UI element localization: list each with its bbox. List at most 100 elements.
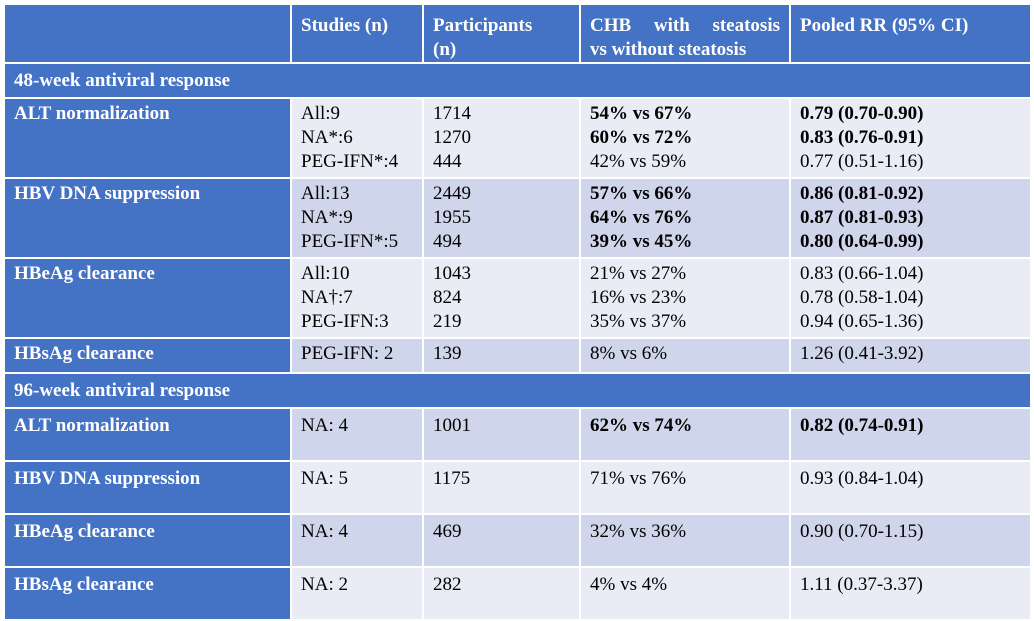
comparison-cell: 57% vs 66% 64% vs 76% 39% vs 45%	[579, 177, 791, 259]
comparison-cell: 21% vs 27% 16% vs 23% 35% vs 37%	[579, 257, 791, 339]
cell-value: 1955	[433, 207, 471, 228]
table-row: HBV DNA suppression All:13 NA*:9 PEG-IFN…	[3, 177, 1032, 259]
cell-value: PEG-IFN*:5	[301, 231, 399, 252]
header-participants-line2: (n)	[433, 39, 457, 60]
rr-cell: 0.83 (0.66-1.04) 0.78 (0.58-1.04) 0.94 (…	[789, 257, 1032, 339]
cell-value: 2449	[433, 183, 471, 204]
header-row: Studies (n) Participants (n) CHB with st…	[3, 3, 1032, 64]
cell-value: 0.86 (0.81-0.92)	[800, 183, 924, 204]
studies-cell: NA: 4	[290, 407, 424, 462]
cell-value: 21% vs 27%	[590, 263, 687, 284]
cell-value: 0.82 (0.74-0.91)	[800, 415, 924, 436]
header-chb-line2: vs without steatosis	[590, 39, 747, 60]
cell-value: NA*:6	[301, 127, 353, 148]
rr-cell: 1.26 (0.41-3.92)	[789, 337, 1032, 374]
section-header-row: 96-week antiviral response	[3, 372, 1032, 409]
studies-cell: All:10 NA†:7 PEG-IFN:3	[290, 257, 424, 339]
table-row: HBeAg clearance NA: 4 469 32% vs 36% 0.9…	[3, 513, 1032, 568]
table-row: ALT normalization NA: 4 1001 62% vs 74% …	[3, 407, 1032, 462]
cell-value: 139	[433, 343, 462, 364]
row-label: HBeAg clearance	[3, 257, 292, 339]
participants-cell: 1001	[422, 407, 581, 462]
participants-cell: 282	[422, 566, 581, 621]
table-row: HBsAg clearance PEG-IFN: 2 139 8% vs 6% …	[3, 337, 1032, 374]
cell-value: NA: 2	[301, 574, 348, 595]
header-chb-comparison: CHB with steatosis vs without steatosis	[579, 3, 791, 64]
cell-value: 1.11 (0.37-3.37)	[800, 574, 923, 595]
row-label: HBV DNA suppression	[3, 460, 292, 515]
header-studies: Studies (n)	[290, 3, 424, 64]
header-pooled-rr: Pooled RR (95% CI)	[789, 3, 1032, 64]
cell-value: 282	[433, 574, 462, 595]
cell-value: 219	[433, 311, 462, 332]
cell-value: 8% vs 6%	[590, 343, 668, 364]
rr-cell: 1.11 (0.37-3.37)	[789, 566, 1032, 621]
header-participants: Participants (n)	[422, 3, 581, 64]
rr-cell: 0.79 (0.70-0.90) 0.83 (0.76-0.91) 0.77 (…	[789, 97, 1032, 179]
cell-value: 0.80 (0.64-0.99)	[800, 231, 924, 252]
cell-value: NA†:7	[301, 287, 353, 308]
cell-value: 1270	[433, 127, 471, 148]
antiviral-response-table: Studies (n) Participants (n) CHB with st…	[3, 3, 1032, 621]
header-blank	[3, 3, 292, 64]
row-label: HBeAg clearance	[3, 513, 292, 568]
cell-value: NA*:9	[301, 207, 353, 228]
row-label: HBsAg clearance	[3, 337, 292, 374]
cell-value: NA: 4	[301, 415, 348, 436]
participants-cell: 469	[422, 513, 581, 568]
comparison-cell: 54% vs 67% 60% vs 72% 42% vs 59%	[579, 97, 791, 179]
cell-value: NA: 5	[301, 468, 348, 489]
header-chb-line1: CHB with steatosis	[590, 15, 780, 36]
row-label: HBsAg clearance	[3, 566, 292, 621]
cell-value: 64% vs 76%	[590, 207, 693, 228]
cell-value: All:9	[301, 103, 341, 124]
cell-value: 0.77 (0.51-1.16)	[800, 151, 924, 172]
cell-value: 1714	[433, 103, 471, 124]
cell-value: 42% vs 59%	[590, 151, 687, 172]
row-label: ALT normalization	[3, 407, 292, 462]
cell-value: 494	[433, 231, 462, 252]
cell-value: 0.94 (0.65-1.36)	[800, 311, 924, 332]
cell-value: PEG-IFN: 2	[301, 343, 394, 364]
cell-value: 824	[433, 287, 462, 308]
rr-cell: 0.90 (0.70-1.15)	[789, 513, 1032, 568]
cell-value: 1001	[433, 415, 471, 436]
studies-cell: PEG-IFN: 2	[290, 337, 424, 374]
cell-value: 32% vs 36%	[590, 521, 687, 542]
row-label: ALT normalization	[3, 97, 292, 179]
participants-cell: 139	[422, 337, 581, 374]
cell-value: 444	[433, 151, 462, 172]
cell-value: 0.79 (0.70-0.90)	[800, 103, 924, 124]
row-label: HBV DNA suppression	[3, 177, 292, 259]
cell-value: PEG-IFN:3	[301, 311, 389, 332]
results-table-container: Studies (n) Participants (n) CHB with st…	[3, 3, 1032, 621]
cell-value: 1043	[433, 263, 471, 284]
comparison-cell: 4% vs 4%	[579, 566, 791, 621]
rr-cell: 0.82 (0.74-0.91)	[789, 407, 1032, 462]
cell-value: 0.83 (0.76-0.91)	[800, 127, 924, 148]
table-row: HBV DNA suppression NA: 5 1175 71% vs 76…	[3, 460, 1032, 515]
comparison-cell: 32% vs 36%	[579, 513, 791, 568]
cell-value: 0.87 (0.81-0.93)	[800, 207, 924, 228]
cell-value: 35% vs 37%	[590, 311, 687, 332]
cell-value: PEG-IFN*:4	[301, 151, 399, 172]
studies-cell: NA: 2	[290, 566, 424, 621]
section-title: 48-week antiviral response	[3, 62, 1032, 99]
table-row: ALT normalization All:9 NA*:6 PEG-IFN*:4…	[3, 97, 1032, 179]
studies-cell: All:13 NA*:9 PEG-IFN*:5	[290, 177, 424, 259]
participants-cell: 1175	[422, 460, 581, 515]
header-participants-line1: Participants	[433, 15, 533, 36]
cell-value: NA: 4	[301, 521, 348, 542]
cell-value: 54% vs 67%	[590, 103, 693, 124]
table-row: HBsAg clearance NA: 2 282 4% vs 4% 1.11 …	[3, 566, 1032, 621]
table-row: HBeAg clearance All:10 NA†:7 PEG-IFN:3 1…	[3, 257, 1032, 339]
cell-value: 16% vs 23%	[590, 287, 687, 308]
cell-value: 60% vs 72%	[590, 127, 693, 148]
rr-cell: 0.93 (0.84-1.04)	[789, 460, 1032, 515]
studies-cell: NA: 4	[290, 513, 424, 568]
cell-value: 469	[433, 521, 462, 542]
rr-cell: 0.86 (0.81-0.92) 0.87 (0.81-0.93) 0.80 (…	[789, 177, 1032, 259]
cell-value: All:10	[301, 263, 350, 284]
comparison-cell: 62% vs 74%	[579, 407, 791, 462]
cell-value: 71% vs 76%	[590, 468, 687, 489]
